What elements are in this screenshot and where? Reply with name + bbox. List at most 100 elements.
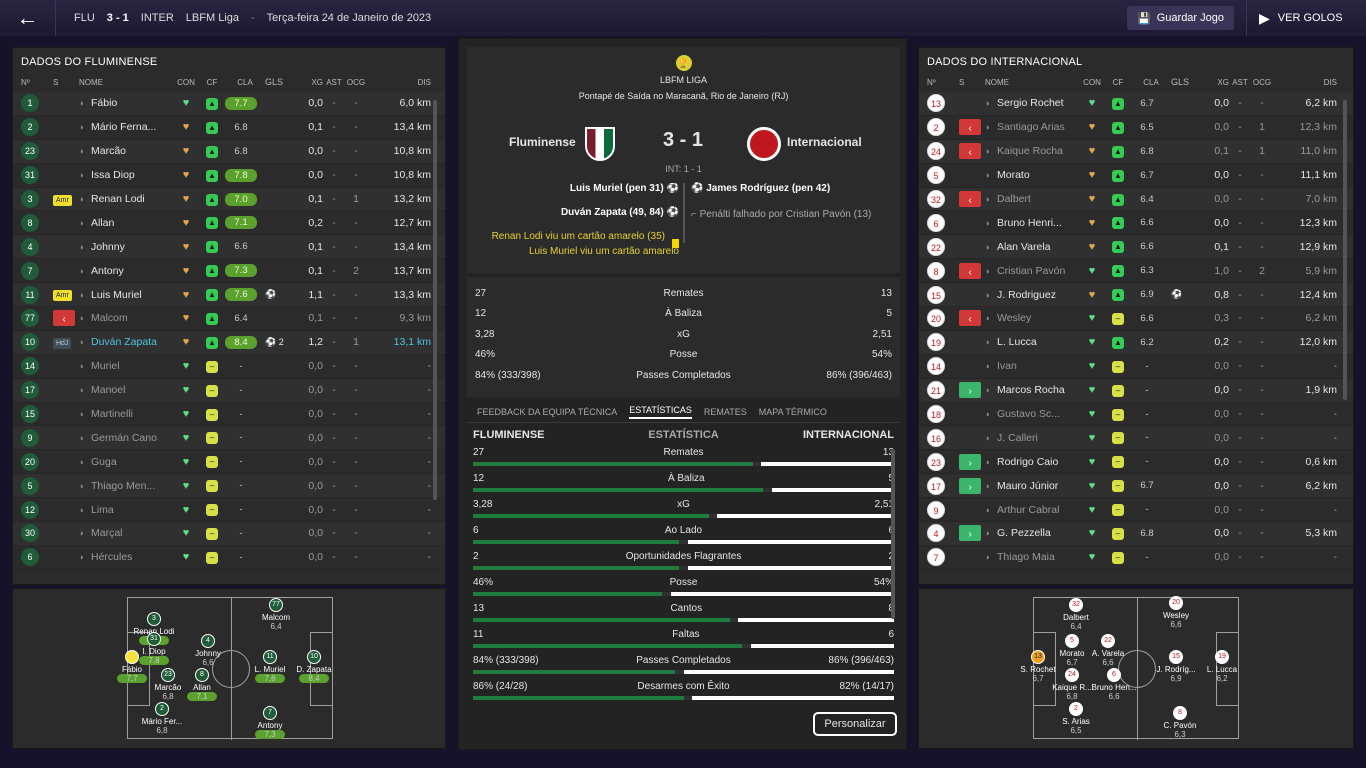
col-gls[interactable]: GLS [1171, 77, 1190, 87]
pitch-player[interactable]: 32 Dalbert 6,4 [1046, 598, 1106, 631]
col-name[interactable]: NOME [985, 77, 1009, 87]
table-row[interactable]: 77 ‹ ◗ Malcom ♥ ▲ 6.4 0,1- -9,3 km [13, 307, 445, 331]
pitch-player[interactable]: 24 Kaique R... 6,8 [1042, 668, 1102, 701]
table-row[interactable]: 32 ‹ ◗ Dalbert ♥ ▲ 6.4 0,0- -7,0 km [919, 187, 1353, 212]
scrollbar[interactable] [433, 100, 437, 500]
col-ast[interactable]: AST [1232, 77, 1248, 87]
player-name[interactable]: Guga [91, 455, 117, 468]
player-name[interactable]: Hércules [91, 551, 133, 564]
table-row[interactable]: 14 ◗ Muriel ♥ – -0,0- - - [13, 355, 445, 379]
table-row[interactable]: 2 ◗ Mário Ferna... ♥ ▲ 6.8 0,1- -13,4 km [13, 116, 445, 140]
table-row[interactable]: 18 ◗ Gustavo Sc... ♥ – -0,0- - - [919, 403, 1353, 427]
pitch-player[interactable]: 2 Mário Fer... 6,8 [132, 702, 192, 735]
col-gls[interactable]: GLS [265, 77, 284, 87]
player-name[interactable]: Martinelli [91, 408, 134, 421]
col-xg[interactable]: XG [311, 77, 323, 87]
player-name[interactable]: Duván Zapata [91, 336, 157, 349]
pitch-player[interactable]: 20 Wesley 6,6 [1146, 596, 1206, 629]
table-row[interactable]: 4 ◗ Johnny ♥ ▲ 6.6 0,1- -13,4 km [13, 235, 445, 260]
table-row[interactable]: 22 ◗ Alan Varela ♥ ▲ 6.6 0,1- -12,9 km [919, 235, 1353, 260]
col-con[interactable]: CON [1083, 77, 1101, 87]
table-row[interactable]: 1 ◗ Fábio ♥ ▲ 7.7 0,0- -6,0 km [13, 92, 445, 116]
pitch-player[interactable]: 13 S. Rochet 6,7 [1008, 650, 1068, 683]
col-xg[interactable]: XG [1217, 77, 1229, 87]
col-cla[interactable]: CLA [237, 77, 253, 87]
table-row[interactable]: 23 › ◗ Rodrigo Caio ♥ – -0,0- -0,6 km [919, 450, 1353, 475]
col-cf[interactable]: CF [1112, 77, 1124, 87]
col-ocg[interactable]: OCG [346, 77, 366, 87]
player-name[interactable]: G. Pezzella [997, 527, 1051, 540]
col-name[interactable]: NOME [79, 77, 103, 87]
back-button[interactable]: ← [0, 0, 56, 36]
table-row[interactable]: 5 ◗ Thiago Men... ♥ – -0,0- - - [13, 474, 445, 499]
pitch-player[interactable]: 5 Morato 6,7 [1042, 634, 1102, 667]
player-name[interactable]: Santiago Arias [997, 121, 1065, 134]
player-name[interactable]: Renan Lodi [91, 193, 145, 205]
pitch-player[interactable]: 77 Malcom 6,4 [246, 598, 306, 631]
player-name[interactable]: Muriel [91, 360, 120, 373]
player-name[interactable]: Wesley [997, 312, 1032, 325]
player-name[interactable]: Mário Ferna... [91, 121, 157, 134]
table-row[interactable]: 4 › ◗ G. Pezzella ♥ –6.8 0,0- -5,3 km [919, 522, 1353, 546]
table-row[interactable]: 30 ◗ Marçal ♥ – -0,0- - - [13, 522, 445, 546]
scrollbar[interactable] [891, 449, 895, 619]
player-name[interactable]: Arthur Cabral [997, 503, 1060, 516]
player-name[interactable]: Gustavo Sc... [997, 408, 1061, 421]
pitch-player[interactable]: 6 Bruno Hen... 6,6 [1084, 668, 1144, 701]
table-row[interactable]: 14 ◗ Ivan ♥ – -0,0- - - [919, 355, 1353, 379]
table-row[interactable]: 21 › ◗ Marcos Rocha ♥ – -0,0- -1,9 km [919, 378, 1353, 403]
player-name[interactable]: Mauro Júnior [997, 479, 1059, 492]
table-row[interactable]: 19 ◗ L. Lucca ♥ ▲ 6.2 0,2- -12,0 km [919, 330, 1353, 355]
table-row[interactable]: 15 ◗ Martinelli ♥ – -0,0- - - [13, 403, 445, 427]
table-row[interactable]: 12 ◗ Lima ♥ – -0,0- - - [13, 498, 445, 523]
col-dis[interactable]: DIS [417, 77, 431, 87]
tab-1[interactable]: FEEDBACK DA EQUIPA TÉCNICA [477, 406, 618, 417]
pitch-player[interactable]: 2 S. Arias 6,5 [1046, 702, 1106, 735]
table-row[interactable]: 7 ◗ Thiago Maia ♥ – -0,0- - - [919, 546, 1353, 570]
table-row[interactable]: 20 ‹ ◗ Wesley ♥ –6.6 0,3- -6,2 km [919, 307, 1353, 331]
col-ast[interactable]: AST [326, 77, 342, 87]
table-row[interactable]: 11 Amr ◗ Luis Muriel ♥ ▲ 7.6 ⚽ 1,1- -13,3 km [13, 283, 445, 308]
table-row[interactable]: 20 ◗ Guga ♥ – -0,0- - - [13, 450, 445, 475]
player-name[interactable]: Fábio [91, 97, 118, 110]
table-row[interactable]: 17 › ◗ Mauro Júnior ♥ –6.7 0,0- -6,2 km [919, 474, 1353, 499]
pitch-player[interactable]: 22 A. Varela 6,6 [1078, 634, 1138, 667]
pitch-player[interactable]: 19 L. Lucca 6,2 [1192, 650, 1252, 683]
player-name[interactable]: Thiago Maia [997, 551, 1055, 564]
tab-3[interactable]: REMATES [703, 406, 747, 417]
player-name[interactable]: Thiago Men... [91, 479, 156, 492]
player-name[interactable]: J. Rodriguez [997, 288, 1056, 301]
col-s[interactable]: S [53, 77, 59, 87]
home-team-name[interactable]: Fluminense [509, 135, 576, 149]
table-row[interactable]: 9 ◗ Arthur Cabral ♥ – -0,0- - - [919, 498, 1353, 523]
table-row[interactable]: 3 Amr ◗ Renan Lodi ♥ ▲ 7.0 0,1- 1 13,2 km [13, 187, 445, 212]
table-row[interactable]: 13 ◗ Sergio Rochet ♥ ▲ 6.7 0,0- -6,2 km [919, 92, 1353, 116]
col-con[interactable]: CON [177, 77, 195, 87]
player-name[interactable]: Morato [997, 169, 1030, 182]
away-team-name[interactable]: Internacional [787, 135, 862, 149]
player-name[interactable]: Cristian Pavón [997, 264, 1066, 277]
table-row[interactable]: 16 ◗ J. Calleri ♥ – -0,0- - - [919, 426, 1353, 451]
player-name[interactable]: Dalbert [997, 193, 1031, 205]
customize-button[interactable]: Personalizar [813, 712, 897, 736]
player-name[interactable]: J. Calleri [997, 431, 1038, 444]
player-name[interactable]: Rodrigo Caio [997, 455, 1059, 468]
col-ocg[interactable]: OCG [1252, 77, 1272, 87]
table-row[interactable]: 23 ◗ Marcão ♥ ▲ 6.8 0,0- -10,8 km [13, 139, 445, 164]
table-row[interactable]: 5 ◗ Morato ♥ ▲ 6.7 0,0- -11,1 km [919, 164, 1353, 188]
player-name[interactable]: Malcom [91, 312, 128, 325]
table-row[interactable]: 24 ‹ ◗ Kaique Rocha ♥ ▲ 6.8 0,1- 1 11,0 km [919, 139, 1353, 164]
player-name[interactable]: Marcos Rocha [997, 384, 1065, 397]
player-name[interactable]: Marcão [91, 145, 127, 158]
scrollbar[interactable] [1343, 100, 1347, 400]
table-row[interactable]: 10 HdJ ◗ Duván Zapata ♥ ▲ 8.4 ⚽ 2 1,2- 1 13,1 km [13, 330, 445, 355]
table-row[interactable]: 7 ◗ Antony ♥ ▲ 7.3 0,1- 2 13,7 km [13, 259, 445, 284]
col-n[interactable]: Nº [21, 77, 30, 87]
pitch-player[interactable]: 8 C. Pavón 6,3 [1150, 706, 1210, 739]
player-name[interactable]: L. Lucca [997, 336, 1037, 349]
pitch-player[interactable]: 7 Antony 7,3 [240, 706, 300, 739]
watch-goals-button[interactable]: ▶ VER GOLOS [1246, 0, 1366, 36]
col-cf[interactable]: CF [206, 77, 218, 87]
player-name[interactable]: Lima [91, 503, 114, 516]
col-cla[interactable]: CLA [1143, 77, 1159, 87]
